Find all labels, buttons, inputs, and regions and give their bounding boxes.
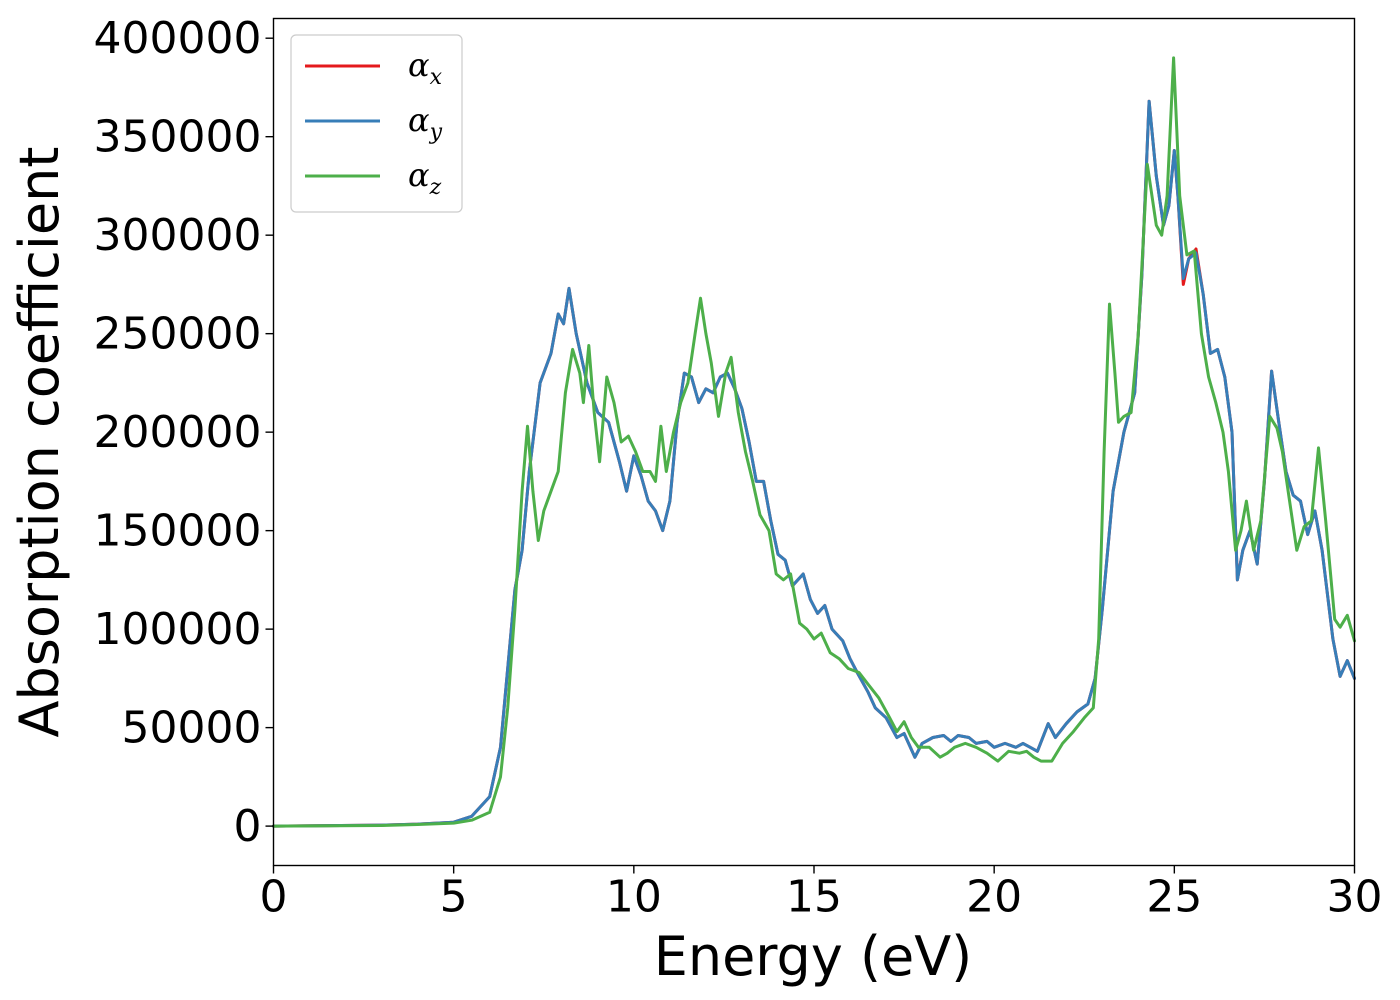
legend-label-alpha-x: αx	[408, 46, 443, 90]
y-tick-label: 50000	[122, 703, 262, 754]
y-tick-label: 150000	[94, 506, 262, 557]
legend: αx αy αz	[290, 34, 463, 213]
x-tick-label: 30	[1327, 872, 1383, 923]
y-tick-label: 400000	[94, 13, 262, 64]
legend-label-alpha-y: αy	[408, 101, 443, 145]
x-tick-label: 5	[440, 872, 468, 923]
y-axis: 0 50000 100000 150000 200000 250000 300000 3500…	[94, 13, 274, 852]
x-tick-label: 15	[786, 872, 842, 923]
x-axis: 0 5 10 15 20 25 30	[260, 865, 1383, 923]
x-tick-label: 10	[606, 872, 662, 923]
series-line-alpha-z	[272, 56, 1356, 828]
y-tick-label: 300000	[94, 210, 262, 261]
series-layer	[272, 56, 1356, 828]
series-line-alpha-y	[272, 99, 1356, 828]
y-tick-label: 0	[234, 801, 262, 852]
y-tick-label: 350000	[94, 112, 262, 163]
x-tick-label: 20	[966, 872, 1022, 923]
y-tick-label: 200000	[94, 407, 262, 458]
y-axis-title: Absorption coefficient	[8, 147, 71, 738]
y-tick-label: 100000	[94, 604, 262, 655]
x-axis-title: Energy (eV)	[654, 925, 973, 988]
legend-box	[290, 34, 463, 213]
x-tick-label: 25	[1146, 872, 1202, 923]
x-tick-label: 0	[260, 872, 288, 923]
legend-label-alpha-z: αz	[408, 156, 442, 200]
y-tick-label: 250000	[94, 309, 262, 360]
